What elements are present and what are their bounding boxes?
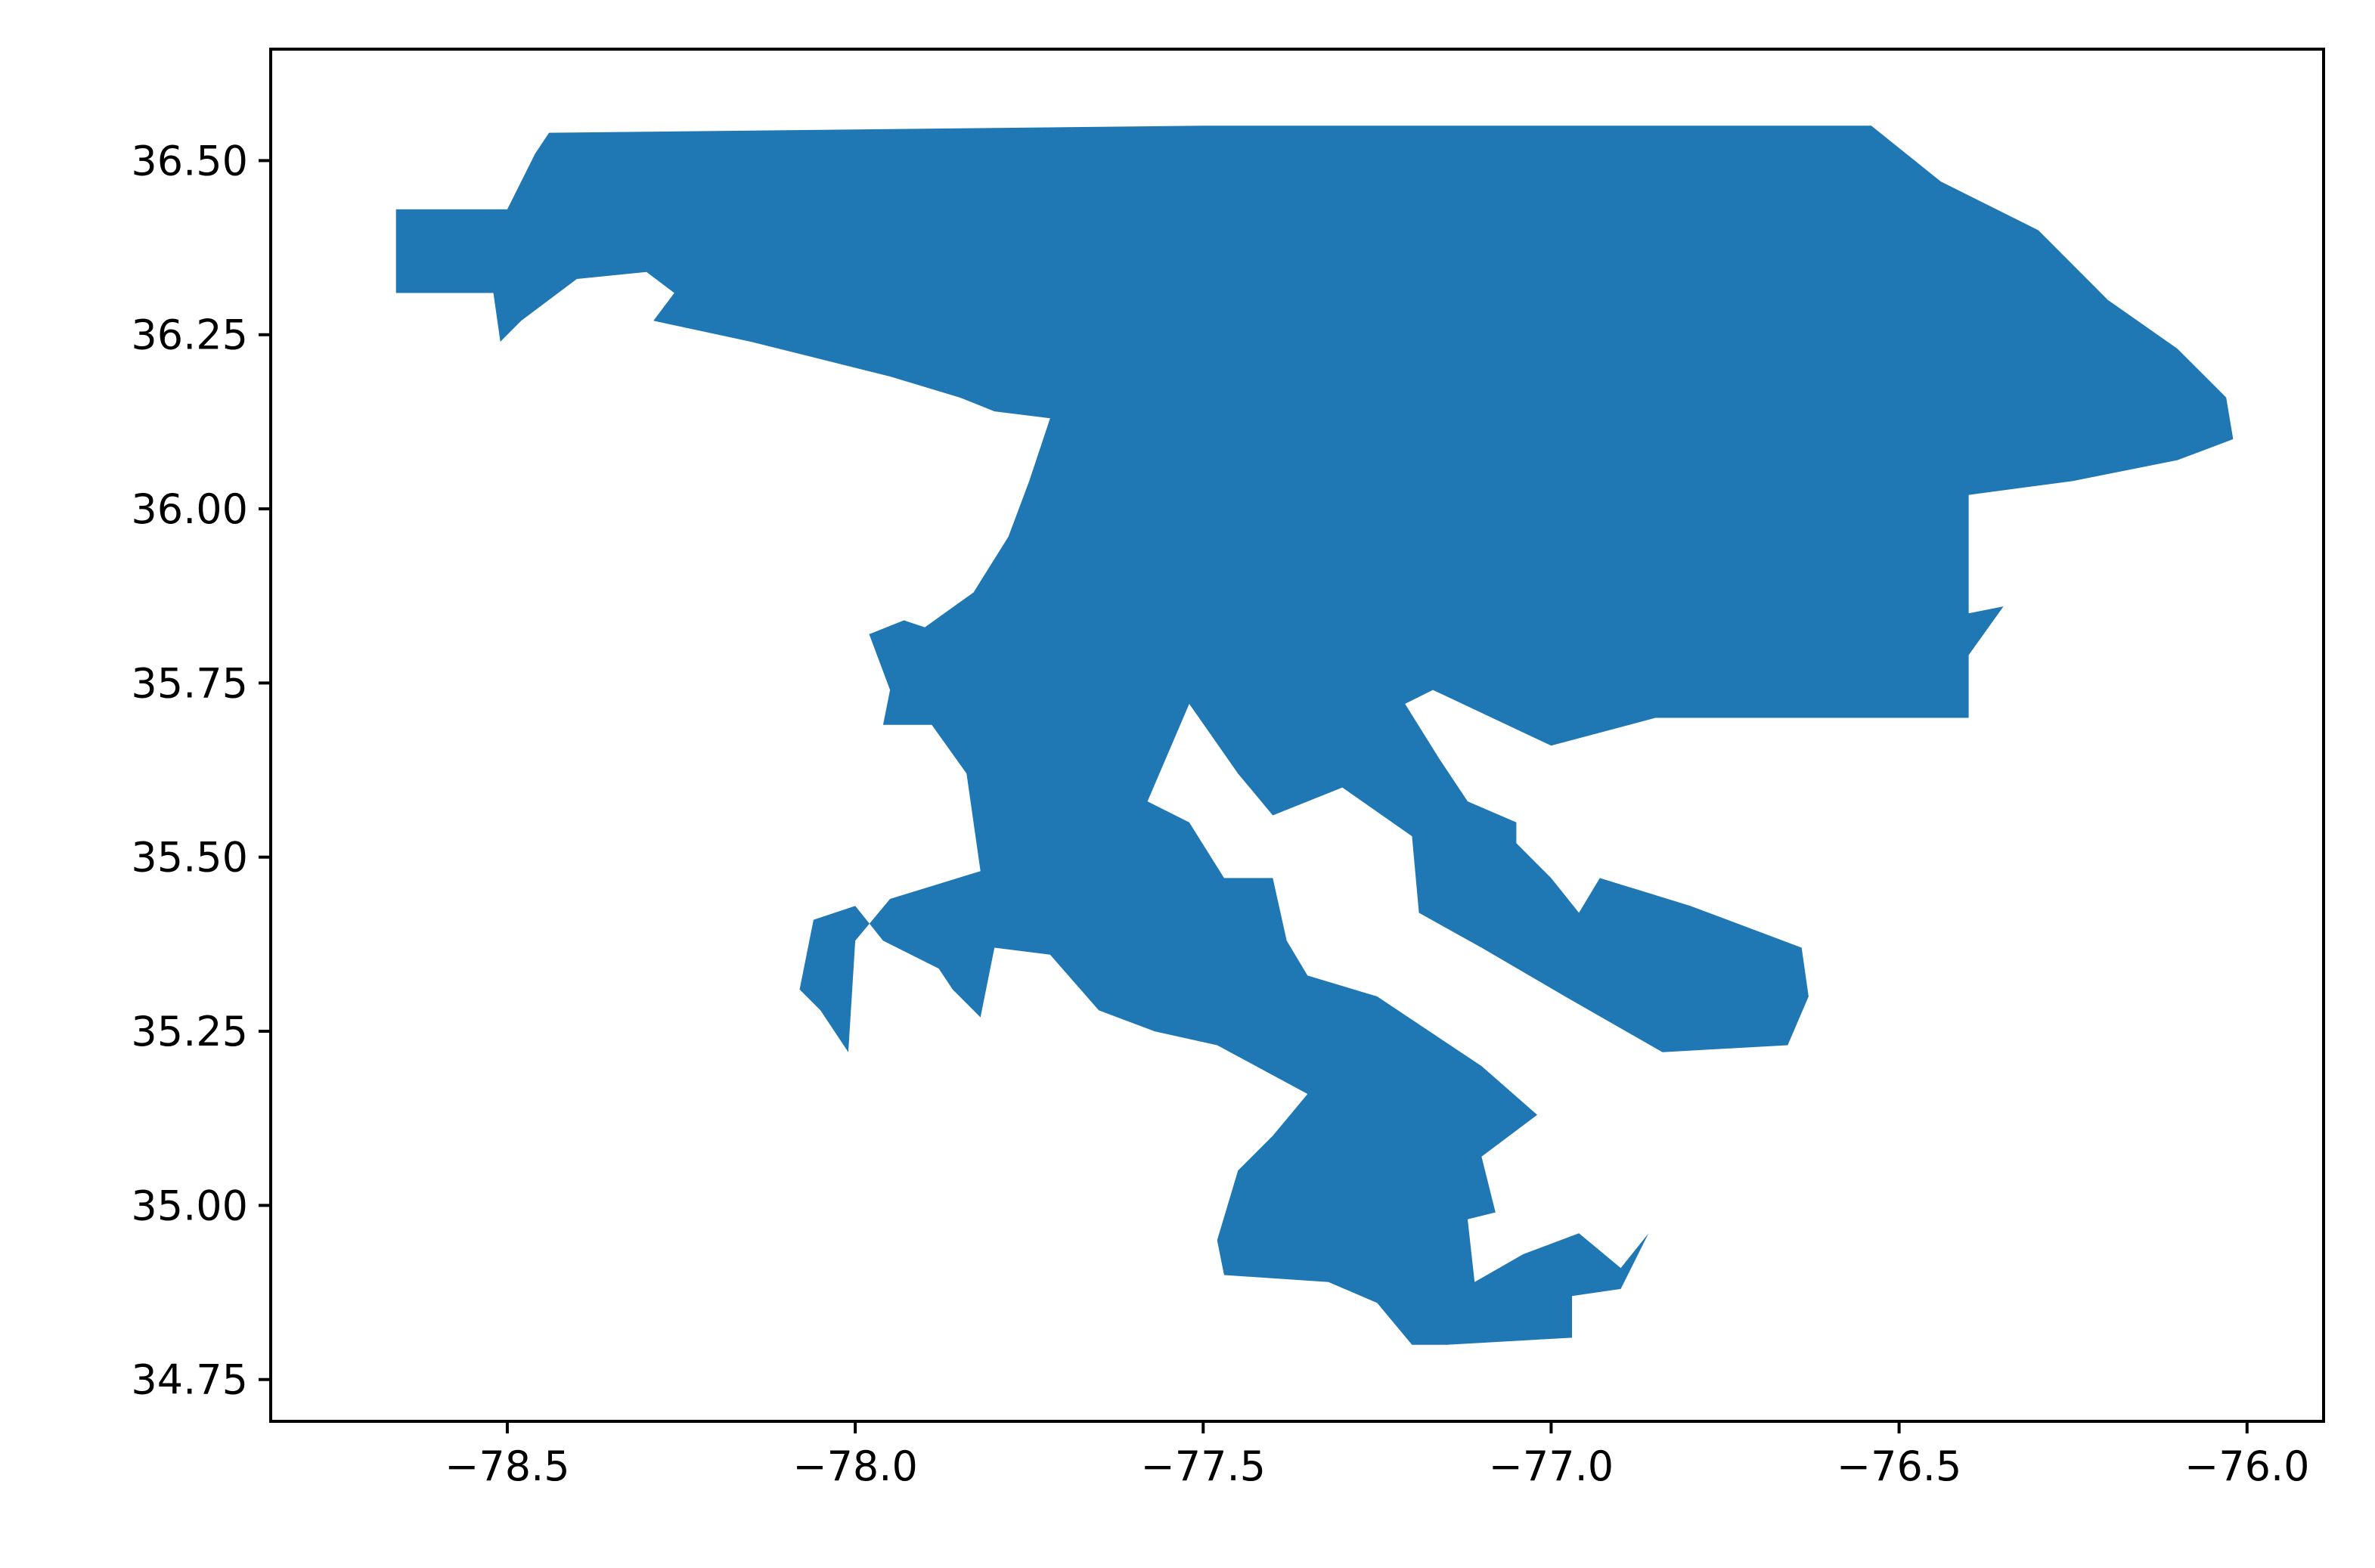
x-tick-label: −77.0	[1489, 1442, 1614, 1490]
y-tick-label: 36.00	[131, 485, 248, 533]
map-region-shape	[395, 126, 2234, 1345]
plot-area	[395, 126, 2234, 1345]
x-tick-label: −78.0	[792, 1442, 917, 1490]
y-tick-label: 35.50	[131, 834, 248, 882]
y-axis: 34.75 35.00 35.25 35.50 35.75 36.00 36.25 36.50	[131, 137, 271, 1404]
x-tick-label: −76.5	[1837, 1442, 1961, 1490]
y-tick-label: 35.75	[131, 659, 248, 707]
y-tick-label: 34.75	[131, 1356, 248, 1404]
y-tick-label: 36.50	[131, 137, 248, 184]
x-tick-label: −77.5	[1141, 1442, 1266, 1490]
x-tick-label: −78.5	[445, 1442, 569, 1490]
y-tick-label: 35.00	[131, 1182, 248, 1229]
x-tick-label: −76.0	[2184, 1442, 2309, 1490]
y-tick-label: 36.25	[131, 311, 248, 359]
x-axis: −78.5 −78.0 −77.5 −77.0 −76.5 −76.0	[445, 1421, 2310, 1490]
y-tick-label: 35.25	[131, 1008, 248, 1055]
axes-frame	[269, 48, 2325, 1423]
